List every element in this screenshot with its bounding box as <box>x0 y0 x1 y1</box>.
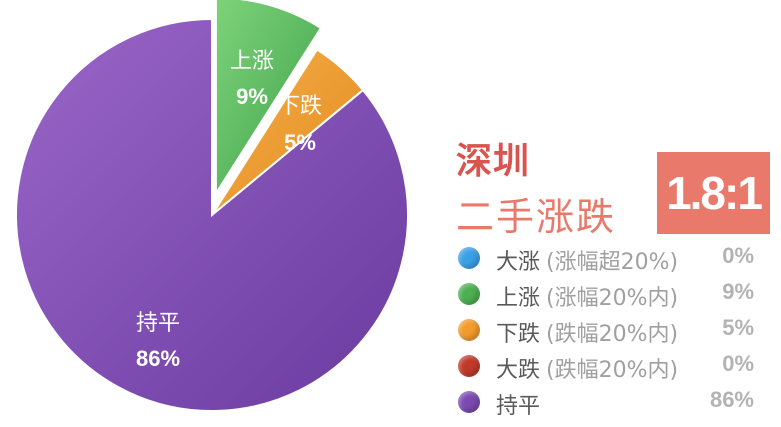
legend-label: 大跌 <box>496 358 541 383</box>
pie-slice-上涨 <box>214 0 323 197</box>
legend-value: 0% <box>722 351 754 376</box>
slice-label-pct: 5% <box>284 130 316 155</box>
slice-label-pct: 86% <box>136 346 180 371</box>
legend-item: 持平 86% <box>458 384 768 420</box>
ratio-badge: 1.8:1 <box>657 152 770 234</box>
legend-item: 大跌 (跌幅20%内) 0% <box>458 348 768 384</box>
legend-value: 5% <box>722 315 754 340</box>
city-title: 深圳 <box>456 141 531 182</box>
legend-value: 9% <box>722 279 754 304</box>
legend-label: 大涨 <box>496 250 541 275</box>
legend-value: 0% <box>722 243 754 268</box>
legend-item: 大涨 (涨幅超20%) 0% <box>458 240 768 276</box>
slice-label-pct: 9% <box>236 84 268 109</box>
legend-item: 上涨 (涨幅20%内) 9% <box>458 276 768 312</box>
legend-dot-icon <box>458 283 480 305</box>
pie-slice-持平 <box>15 17 409 412</box>
legend-note: (跌幅20%内) <box>546 322 679 347</box>
legend-note: (涨幅超20%) <box>546 250 679 275</box>
legend: 大涨 (涨幅超20%) 0% 上涨 (涨幅20%内) 9% 下跌 (跌幅20%内… <box>458 240 768 420</box>
slice-label-name: 持平 <box>136 311 180 336</box>
legend-label: 下跌 <box>496 322 541 347</box>
legend-note: (涨幅20%内) <box>546 286 679 311</box>
legend-note: (跌幅20%内) <box>546 358 679 383</box>
slice-label-name: 下跌 <box>278 94 322 119</box>
legend-item: 下跌 (跌幅20%内) 5% <box>458 312 768 348</box>
chart-subtitle: 二手涨跌 <box>456 195 617 239</box>
legend-value: 86% <box>709 387 754 412</box>
slice-label-name: 上涨 <box>230 49 274 74</box>
legend-label: 上涨 <box>496 286 541 311</box>
legend-dot-icon <box>458 247 480 269</box>
legend-dot-icon <box>458 319 480 341</box>
legend-dot-icon <box>458 355 480 377</box>
legend-label: 持平 <box>496 394 541 419</box>
legend-dot-icon <box>458 391 480 413</box>
pie-chart: 上涨 9% 下跌 5% 持平 86% <box>15 0 409 412</box>
